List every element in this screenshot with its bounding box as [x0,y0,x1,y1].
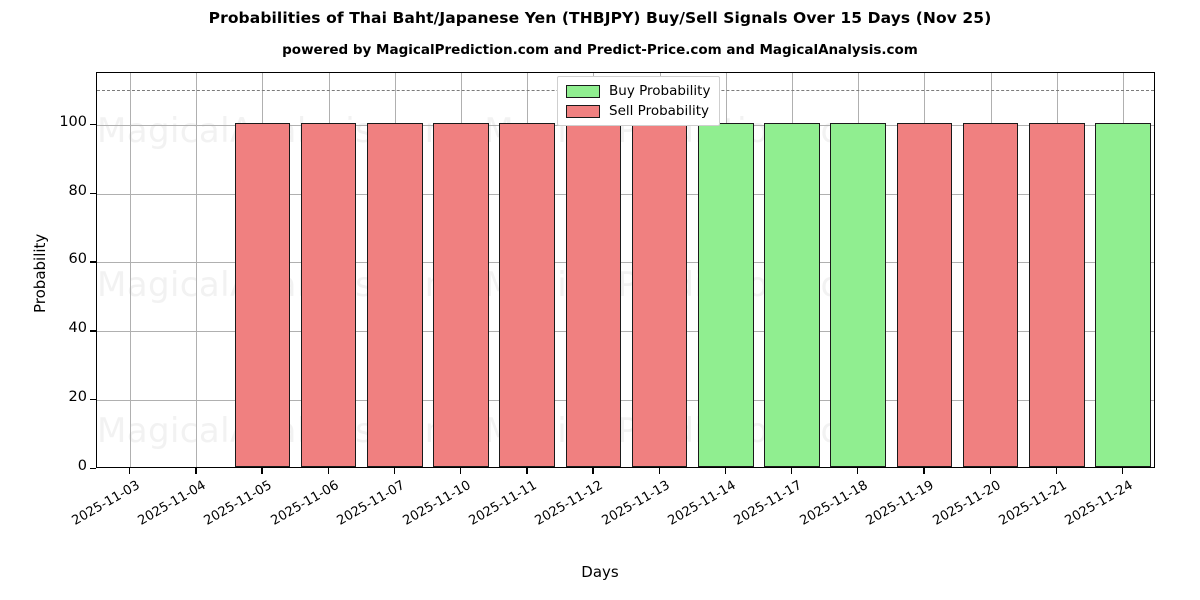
x-axis-tick-mark [129,468,131,474]
bar-sell-2025-11-12 [565,122,622,467]
y-axis-tick-mark [90,330,96,332]
bar-sell-2025-11-06 [300,122,357,467]
x-axis-tick-mark [790,468,793,474]
x-axis-tick-mark [658,468,660,474]
bar-buy-2025-11-24 [1095,122,1151,467]
gridline-horizontal [97,400,1154,402]
bar-sell-2025-11-19 [896,122,953,467]
x-axis-tick-mark [923,468,925,474]
bar-buy-2025-11-14 [697,122,754,467]
x-axis-title: Days [581,563,619,581]
chart-legend: Buy Probability Sell Probability [557,76,721,126]
bar-sell-2025-11-07 [367,122,423,467]
y-axis-tick-label: 0 [77,458,87,474]
plot-area: MagicalAnalysis.comMagicalPrediction.com… [96,72,1155,468]
x-axis-tick-mark [1055,468,1058,474]
gridline-vertical [130,73,132,467]
x-axis-tick-mark [393,468,396,474]
y-axis-tick-label: 100 [59,113,87,130]
bar-sell-2025-11-10 [433,122,489,467]
bar-sell-2025-11-21 [1028,122,1085,467]
legend-label: Sell Probability [609,103,710,119]
y-axis-tick-label: 80 [68,182,87,199]
chart-title: Probabilities of Thai Baht/Japanese Yen … [208,9,992,27]
x-axis-tick-mark [989,468,991,474]
bar-buy-2025-11-17 [764,122,820,467]
bar-sell-2025-11-13 [631,122,688,467]
x-axis-tick-mark [592,468,594,474]
y-axis-tick-label: 60 [68,251,87,268]
legend-item[interactable]: Buy Probability [566,83,710,99]
y-axis-tick-mark [90,192,96,194]
x-axis-tick-mark [195,468,197,474]
gridline-horizontal [97,262,1154,264]
y-axis-tick-mark [90,123,96,125]
x-axis-tick-mark [261,468,263,474]
bars-layer [97,73,1154,467]
y-axis-tick-label: 20 [68,389,87,406]
gridline-horizontal [97,193,1154,195]
y-axis-tick-label: 40 [68,320,87,337]
y-axis-tick-mark [90,399,96,401]
y-axis-title: Probability [31,233,49,313]
legend-swatch-icon [566,104,600,118]
x-axis-tick-mark [1121,468,1124,474]
legend-swatch-icon [566,84,600,98]
bar-sell-2025-11-20 [962,122,1019,467]
legend-label: Buy Probability [609,83,711,99]
bar-sell-2025-11-05 [234,122,291,467]
chart-subtitle: powered by MagicalPrediction.com and Pre… [282,42,918,58]
bar-buy-2025-11-18 [830,122,886,467]
x-axis-tick-mark [857,468,859,474]
legend-item[interactable]: Sell Probability [566,103,710,119]
y-axis-tick-mark [90,261,96,263]
x-axis-tick-mark [526,468,528,474]
y-axis-tick-mark [90,468,96,470]
x-axis-tick-mark [460,468,462,474]
x-axis-tick-mark [724,468,727,474]
x-axis-tick-mark [327,468,329,474]
gridline-vertical [196,73,198,467]
gridline-horizontal [97,331,1154,333]
bar-sell-2025-11-11 [499,122,555,467]
